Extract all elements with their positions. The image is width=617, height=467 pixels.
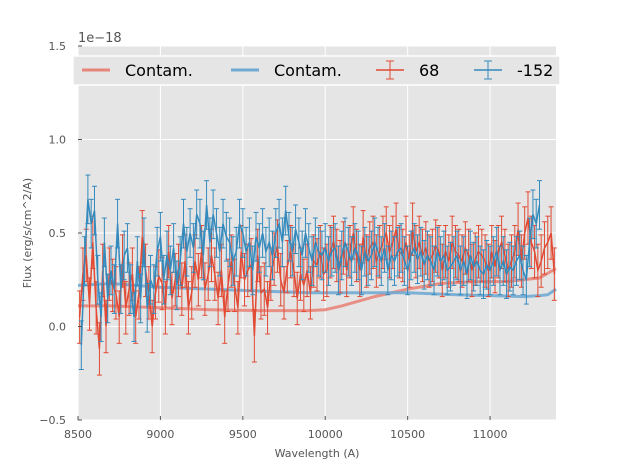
- x-tick-label: 8500: [64, 428, 92, 441]
- legend-item: Contam.: [231, 61, 342, 80]
- legend-item: Contam.: [82, 61, 193, 80]
- x-tick-label: 11000: [473, 428, 508, 441]
- legend-item: 68: [376, 60, 439, 80]
- x-axis-ticks: 8500 9000 9500 10000 10500 11000: [64, 416, 508, 441]
- y-tick-label: 0.0: [49, 321, 67, 334]
- y-tick-label: 1.0: [49, 134, 67, 147]
- x-tick-label: 10500: [390, 428, 425, 441]
- y-tick-label: −0.5: [39, 414, 66, 427]
- legend: Contam. Contam. 68 -152: [72, 55, 561, 86]
- legend-label: 68: [419, 61, 439, 80]
- x-axis-label: Wavelength (A): [275, 447, 360, 460]
- x-tick-label: 9000: [146, 428, 174, 441]
- y-offset-text: 1e−18: [78, 31, 122, 46]
- legend-label: Contam.: [125, 61, 193, 80]
- contamination-line: [77, 281, 557, 299]
- x-tick-label: 10000: [308, 428, 343, 441]
- legend-label: -152: [517, 61, 553, 80]
- series--152: [78, 174, 543, 371]
- y-tick-label: 1.5: [49, 40, 67, 53]
- y-axis-label: Flux (erg/s/cm^2/A): [21, 178, 34, 288]
- y-axis-ticks: −0.5 0.0 0.5 1.0 1.5: [39, 40, 82, 427]
- series-line: [80, 199, 541, 346]
- legend-item: -152: [474, 60, 553, 80]
- flux-series: [77, 174, 557, 376]
- legend-label: Contam.: [274, 61, 342, 80]
- x-tick-label: 9500: [229, 428, 257, 441]
- y-tick-label: 0.5: [49, 227, 67, 240]
